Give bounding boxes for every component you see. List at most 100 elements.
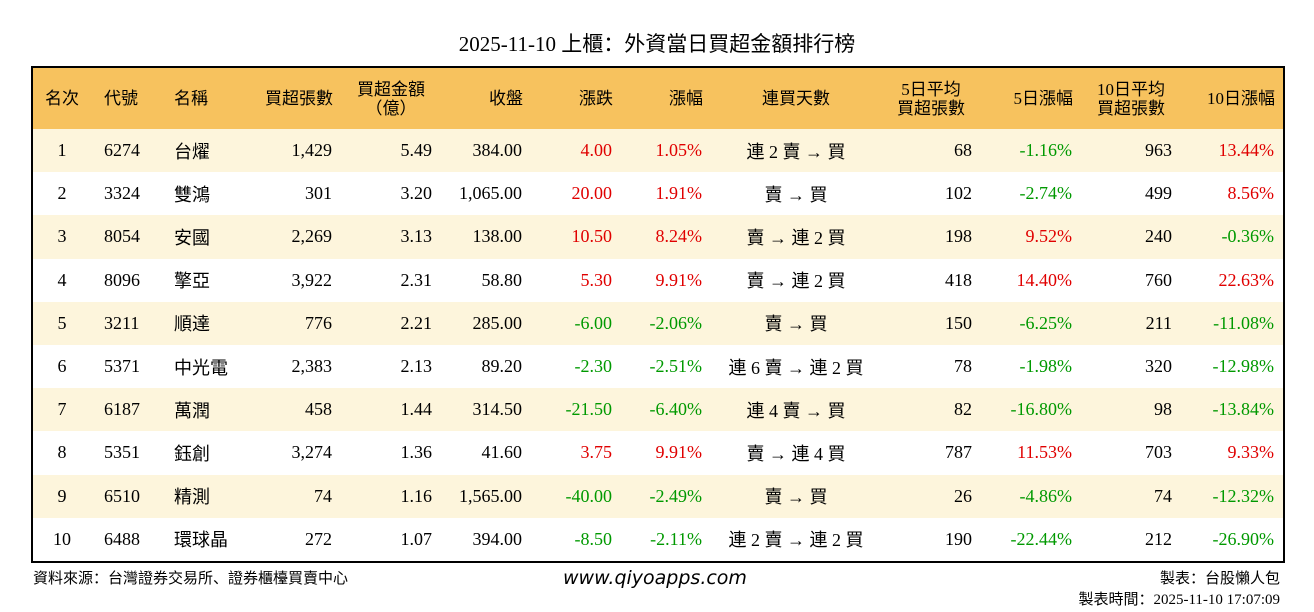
cell: 499 <box>1145 183 1172 204</box>
cell: -6.40% <box>649 399 703 420</box>
cell: -2.30 <box>574 356 613 377</box>
cell: -2.11% <box>650 528 702 549</box>
cell: 458 <box>305 399 332 420</box>
cell: 連 2 賣 → 買 <box>746 141 846 162</box>
table-row: 5 3211 順達 776 2.21 285.00 -6.00 -2.06% 賣 → 買 150 -… <box>32 301 1284 345</box>
header-text: 代號 <box>104 89 138 108</box>
cell: 台燿 <box>174 141 210 162</box>
header-text: 5日平均 <box>901 79 961 99</box>
cell: 5.49 <box>400 140 433 161</box>
cell: 9.91% <box>655 269 703 290</box>
cell: 賣 → 連 2 買 <box>746 227 846 248</box>
header-text: 漲跌 <box>579 89 613 108</box>
cell: 285.00 <box>472 312 523 333</box>
cell: 963 <box>1145 140 1172 161</box>
header-cell: 10日平均 買超張數 <box>1081 67 1181 129</box>
cell: 760 <box>1145 269 1172 290</box>
cell: 5.30 <box>580 269 613 290</box>
cell: 1.36 <box>400 442 433 463</box>
cell: 8054 <box>104 226 140 247</box>
header-text: 名稱 <box>174 89 208 108</box>
cell: 3.13 <box>400 226 433 247</box>
cell: 9 <box>57 485 67 506</box>
header-cell: 名次 <box>32 67 91 129</box>
cell: 212 <box>1145 528 1172 549</box>
cell: -8.50 <box>574 528 613 549</box>
table-row: 6 5371 中光電 2,383 2.13 89.20 -2.30 -2.51% 連 6 賣 →… <box>32 345 1284 388</box>
cell: 賣 → 買 <box>764 184 828 205</box>
header-text: 10日漲幅 <box>1207 89 1275 108</box>
header-text: 5日漲幅 <box>1013 89 1074 108</box>
table-row: 7 6187 萬潤 458 1.44 314.50 -21.50 -6.40% 連 4 賣 → … <box>32 388 1284 432</box>
cell: 1,429 <box>291 140 333 161</box>
cell: 320 <box>1145 356 1172 377</box>
cell: 擎亞 <box>174 271 210 292</box>
cell: 74 <box>314 485 332 506</box>
cell: 6488 <box>104 528 140 549</box>
cell: 138.00 <box>472 226 523 247</box>
cell: 雙鴻 <box>174 184 210 205</box>
cell: 環球晶 <box>174 530 228 551</box>
cell: 連 4 賣 → 買 <box>746 400 846 421</box>
header-cell: 名稱 <box>161 67 241 129</box>
cell: 賣 → 買 <box>764 314 828 335</box>
table-row: 8 5351 鈺創 3,274 1.36 41.60 3.75 9.91% 賣 → 連 4 買 7… <box>32 431 1284 474</box>
cell: 6 <box>57 356 67 377</box>
cell: 1.44 <box>400 399 433 420</box>
cell: 5 <box>57 312 67 333</box>
cell: -21.50 <box>565 399 613 420</box>
cell: 賣 → 連 2 買 <box>746 271 846 292</box>
table-row: 10 6488 環球晶 272 1.07 394.00 -8.50 -2.11% 連 2 賣 →… <box>32 518 1284 562</box>
cell: 20.00 <box>571 183 613 204</box>
cell: 3,274 <box>291 442 333 463</box>
title: 2025-11-10 上櫃：外資當日買超金額排行榜 <box>458 32 856 56</box>
cell: -1.16% <box>1019 140 1073 161</box>
cell: 鈺創 <box>174 443 210 464</box>
cell: 68 <box>954 140 972 161</box>
header-cell: 買超張數 <box>241 67 341 129</box>
table-row: 1 6274 台燿 1,429 5.49 384.00 4.00 1.05% 連 2 賣 → 買… <box>32 129 1284 173</box>
time: 製表時間：2025-11-10 17:07:09 <box>1078 592 1280 608</box>
cell: -1.98% <box>1019 356 1073 377</box>
cell: 89.20 <box>481 356 523 377</box>
header-cell: 連買天數 <box>711 67 881 129</box>
header-cell: 5日漲幅 <box>981 67 1081 129</box>
cell: 10.50 <box>571 226 613 247</box>
cell: -4.86% <box>1019 485 1073 506</box>
cell: 776 <box>305 312 332 333</box>
cell: 2,269 <box>291 226 333 247</box>
site: www.qiyoapps.com <box>563 567 747 589</box>
header-text: 收盤 <box>489 89 523 108</box>
cell: 13.44% <box>1218 140 1275 161</box>
cell: -2.49% <box>649 485 703 506</box>
cell: 1.16 <box>400 485 433 506</box>
cell: 1.91% <box>655 183 703 204</box>
cell: -26.90% <box>1212 528 1275 549</box>
cell: 3 <box>57 226 67 247</box>
cell: 3324 <box>104 183 140 204</box>
cell: 4 <box>57 269 67 290</box>
cell: 9.91% <box>655 442 703 463</box>
source: 資料來源：台灣證券交易所、證券櫃檯買賣中心 <box>33 571 349 587</box>
cell: 順達 <box>174 314 210 335</box>
cell: -6.00 <box>574 312 613 333</box>
header-text: 買超張數 <box>265 89 333 108</box>
cell: -13.84% <box>1212 399 1275 420</box>
cell: 58.80 <box>481 269 523 290</box>
cell: 2.31 <box>400 269 433 290</box>
cell: 1,065.00 <box>459 183 522 204</box>
header-text: 買超金額 <box>357 79 425 99</box>
cell: 8 <box>57 442 67 463</box>
cell: 8.56% <box>1227 183 1275 204</box>
cell: 78 <box>954 356 972 377</box>
header-text: 10日平均 <box>1097 79 1165 99</box>
cell: 14.40% <box>1016 269 1073 290</box>
cell: 787 <box>945 442 972 463</box>
cell: 3.20 <box>400 183 433 204</box>
cell: 98 <box>1154 399 1172 420</box>
cell: -16.80% <box>1010 399 1073 420</box>
cell: 74 <box>1154 485 1172 506</box>
cell: 1 <box>57 140 67 161</box>
table-row: 4 8096 擎亞 3,922 2.31 58.80 5.30 9.91% 賣 → 連 2 買 4… <box>32 259 1284 302</box>
